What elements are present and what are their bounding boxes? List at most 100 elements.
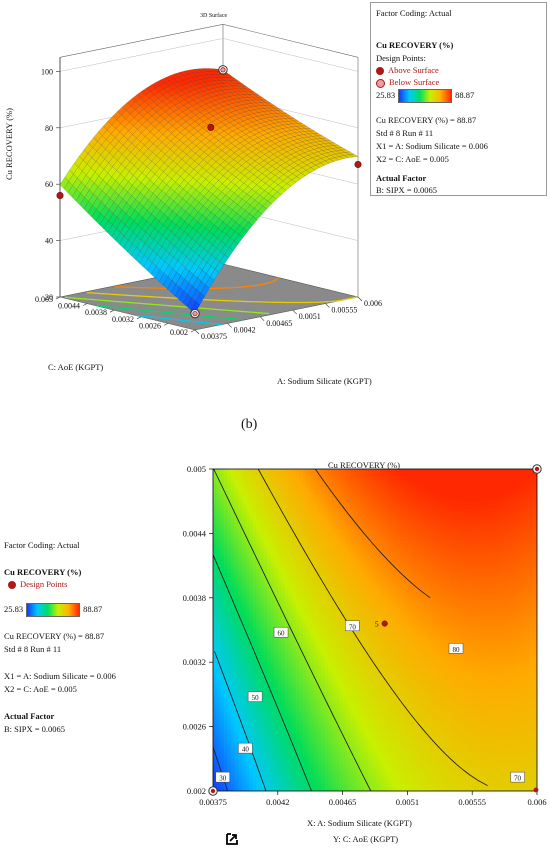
contour-cell	[303, 697, 308, 703]
contour-cell	[256, 604, 261, 610]
contour-cell	[223, 486, 228, 492]
contour-cell	[342, 476, 347, 481]
y-tick	[82, 303, 88, 306]
contour-cell	[310, 554, 315, 560]
contour-cell	[288, 526, 293, 531]
contour-cell	[227, 622, 232, 628]
contour-cell	[342, 748, 347, 753]
contour-cell	[245, 601, 250, 606]
contour-cell	[292, 519, 297, 524]
contour-cell	[349, 612, 354, 617]
contour-cell	[339, 490, 344, 495]
contour-cell	[256, 723, 261, 728]
contour-cell	[342, 486, 347, 492]
contour-cell	[259, 579, 264, 585]
contour-cell	[220, 472, 225, 477]
contour-cell	[303, 562, 308, 567]
frame-top-edge	[59, 24, 224, 58]
contour-cell	[299, 511, 304, 517]
contour-cell	[220, 544, 225, 549]
contour-cell	[252, 497, 257, 502]
contour-cell	[321, 597, 326, 602]
contour-cell	[267, 601, 272, 606]
contour-cell	[357, 551, 362, 556]
contour-cell	[310, 697, 315, 703]
contour-cell	[339, 522, 344, 527]
contour-cell	[245, 694, 250, 699]
contour-cell	[270, 647, 275, 653]
contour-cell	[335, 737, 340, 742]
contour-cell	[263, 608, 268, 613]
contour-cell	[288, 483, 293, 488]
contour-cell	[213, 672, 218, 678]
contour-cell	[267, 723, 272, 728]
contour-cell	[335, 647, 340, 653]
contour-cell	[223, 547, 228, 552]
contour-cell	[231, 486, 236, 492]
contour-cell	[274, 494, 279, 499]
contour-cell	[277, 655, 282, 660]
contour-cell	[285, 640, 290, 645]
contour-cell	[328, 619, 333, 624]
contour-cell	[252, 608, 257, 613]
contour-cell	[360, 597, 365, 602]
contour-cell	[216, 690, 221, 695]
contour-cell	[324, 740, 329, 746]
contour-cell	[231, 479, 236, 484]
contour-cell	[263, 526, 268, 531]
contour-cell	[328, 604, 333, 610]
contour-cell	[220, 715, 225, 721]
contour-cell	[270, 740, 275, 746]
contour-cell	[299, 755, 304, 760]
contour-cell	[241, 558, 246, 563]
contour-cell	[299, 708, 304, 713]
contour-cell	[220, 619, 225, 624]
contour-cell	[342, 719, 347, 724]
contour-cell	[349, 501, 354, 506]
contour-cell	[213, 472, 218, 477]
contour-cell	[335, 511, 340, 517]
contour-cell	[306, 544, 311, 549]
contour-cell	[360, 658, 365, 663]
contour-cell	[292, 644, 297, 649]
contour-cell	[299, 780, 304, 785]
contour-cell	[299, 562, 304, 567]
x-tick	[194, 329, 200, 335]
contour-cell	[241, 719, 246, 724]
contour-cell	[335, 662, 340, 667]
contour-cell	[342, 697, 347, 703]
contour-cell	[321, 622, 326, 628]
contour-cell	[238, 483, 243, 488]
contour-cell	[346, 723, 351, 728]
contour-cell	[313, 547, 318, 552]
contour-cell	[317, 651, 322, 656]
contour-cell	[223, 554, 228, 560]
contour-cell	[295, 597, 300, 602]
contour-cell	[292, 740, 297, 746]
contour-cell	[317, 705, 322, 710]
contour-cell	[256, 519, 261, 524]
contour-cell	[349, 787, 354, 791]
contour-cell	[360, 626, 365, 631]
contour-cell	[231, 630, 236, 635]
contour-cell	[339, 712, 344, 717]
contour-cell	[303, 740, 308, 746]
contour-cell	[306, 540, 311, 545]
contour-cell	[252, 669, 257, 674]
contour-cell	[249, 719, 254, 724]
contour-cell	[324, 558, 329, 563]
contour-cell	[259, 511, 264, 517]
contour-cell	[324, 680, 329, 685]
contour-cell	[263, 604, 268, 610]
contour-cell	[339, 486, 344, 492]
contour-cell	[223, 758, 228, 763]
contour-cell	[306, 712, 311, 717]
contour-cell	[299, 637, 304, 642]
contour-cell	[216, 579, 221, 585]
contour-cell	[310, 658, 315, 663]
contour-cell	[292, 733, 297, 738]
contour-cell	[256, 622, 261, 628]
contour-cell	[213, 687, 218, 692]
contour-cell	[357, 608, 362, 613]
contour-cell	[252, 737, 257, 742]
